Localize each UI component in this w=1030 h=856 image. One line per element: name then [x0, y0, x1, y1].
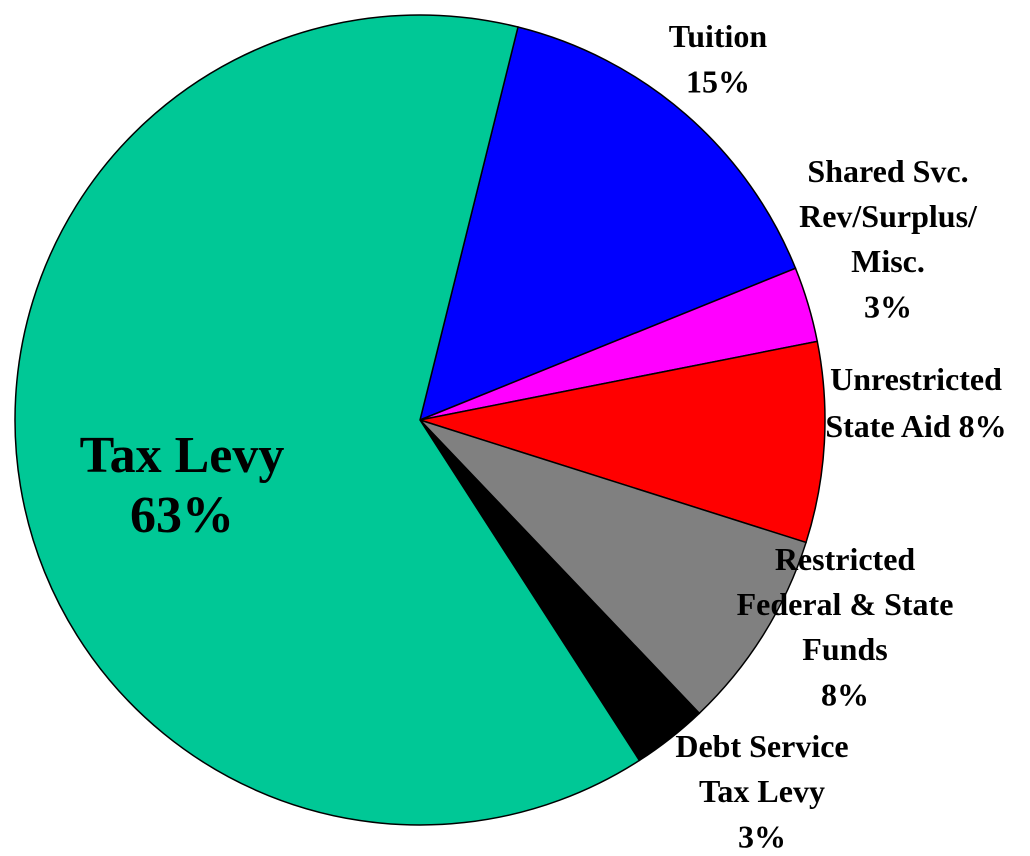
slice-value-label: 3% — [864, 288, 912, 324]
slice-value-label: 63% — [130, 487, 234, 544]
slice-label: Funds — [802, 631, 887, 667]
slice-label: Shared Svc. — [807, 153, 968, 189]
pie-slice — [419, 340, 826, 544]
slice-label-line: Federal & State — [737, 586, 954, 622]
slice-label: State Aid 8% — [825, 408, 1006, 444]
slice-label-line: Tuition — [669, 18, 768, 54]
slice-label-line: Shared Svc. — [807, 153, 968, 189]
slice-label-line: Tax Levy — [80, 427, 285, 484]
slice-label: Debt Service — [675, 728, 848, 764]
slice-label-line: Debt Service — [675, 728, 848, 764]
slice-value-label: 3% — [738, 818, 786, 854]
slice-label: Federal & State — [737, 586, 954, 622]
slice-label: Misc. — [851, 243, 925, 279]
slice-label: Tax Levy — [80, 427, 285, 484]
slice-label: Rev/Surplus/ — [799, 198, 978, 234]
slice-label-line: Unrestricted — [830, 361, 1002, 397]
slice-label-line: Funds — [802, 631, 887, 667]
slice-label-line: Misc. — [851, 243, 925, 279]
slice-value-label: 8% — [959, 408, 1007, 444]
slice-value-label: 15% — [686, 63, 750, 99]
pie-slice — [419, 419, 807, 715]
slice-value-label: 8% — [821, 676, 869, 712]
pie-slice — [418, 26, 797, 422]
slice-label-line: Rev/Surplus/ — [799, 198, 978, 234]
slice-label-line: State Aid — [825, 408, 951, 444]
slice-label: Unrestricted — [830, 361, 1002, 397]
slice-label-line: Tax Levy — [699, 773, 825, 809]
pie-slice — [14, 14, 641, 826]
slice-label: Tuition — [669, 18, 768, 54]
slice-label: Tax Levy — [699, 773, 825, 809]
slice-label: Restricted — [775, 541, 916, 577]
slice-label-line: Restricted — [775, 541, 916, 577]
